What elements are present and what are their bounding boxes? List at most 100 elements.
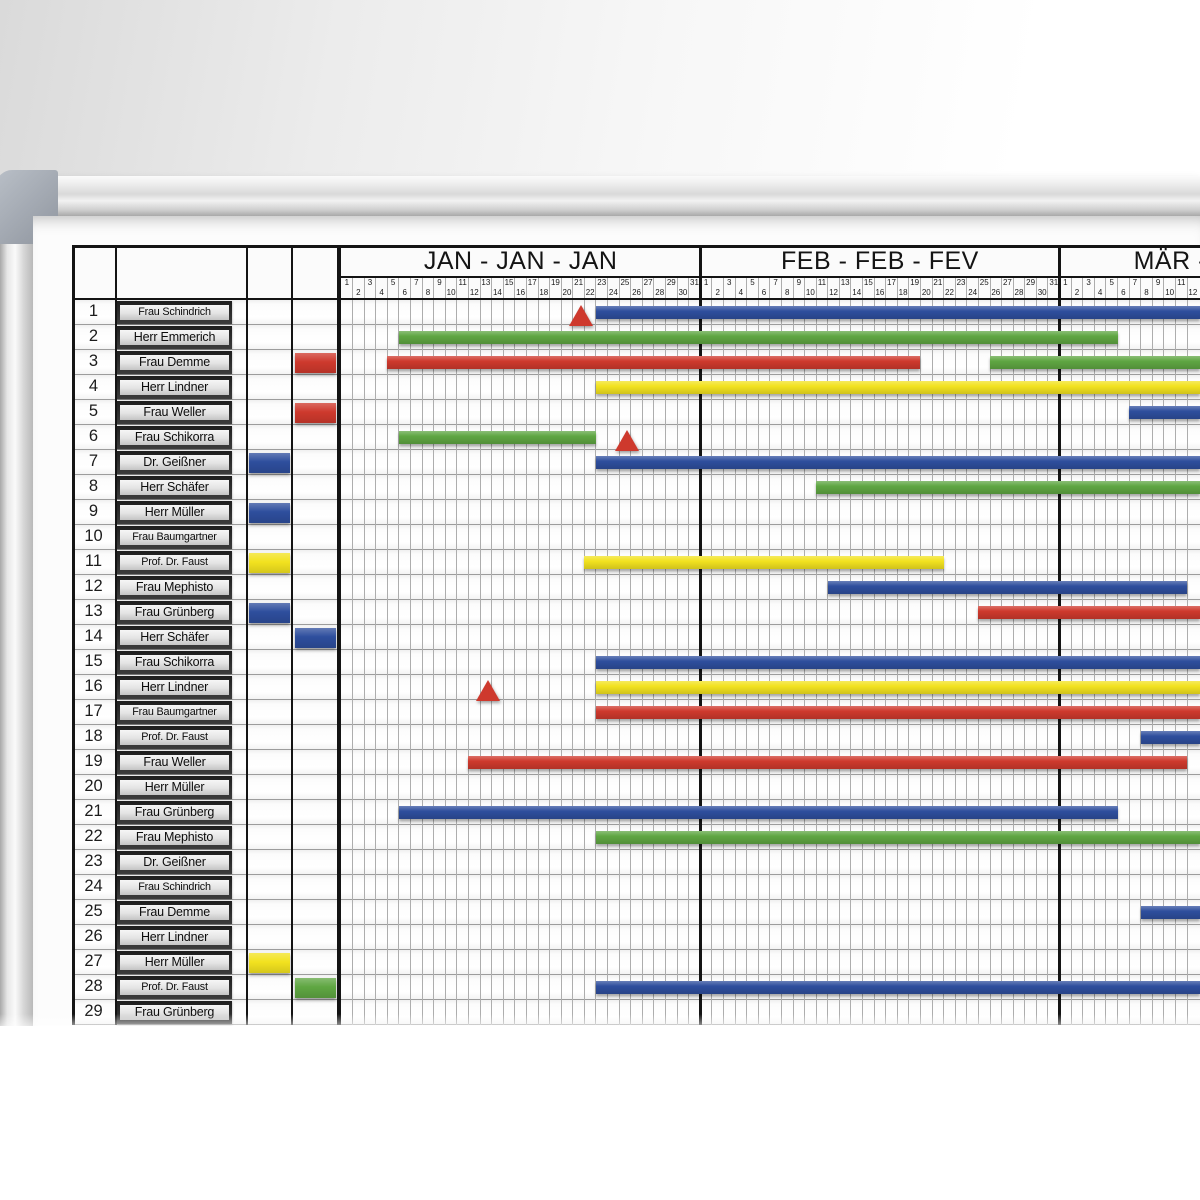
name-plate-label: Dr. Geißner	[120, 455, 229, 470]
day-grid-line	[896, 276, 898, 1025]
gantt-bar-green	[816, 481, 1200, 494]
name-plate: Herr Schäfer	[117, 625, 232, 649]
name-plate-label: Dr. Geißner	[120, 855, 229, 870]
day-grid-line	[467, 276, 469, 1025]
day-grid-line	[352, 276, 354, 1025]
day-number: 1	[703, 278, 709, 287]
name-plate-label: Herr Emmerich	[120, 330, 229, 345]
row-number: 10	[84, 527, 103, 545]
day-grid-line	[1035, 276, 1037, 1025]
gantt-bar-blue	[595, 456, 1200, 469]
day-number: 23	[956, 278, 966, 287]
day-number: 12	[1188, 288, 1198, 297]
name-plate-label: Frau Baumgartner	[120, 530, 229, 545]
gantt-bar-green	[990, 356, 1200, 369]
day-grid-line	[398, 276, 400, 1025]
name-plate-label: Frau Mephisto	[120, 830, 229, 845]
table-rule-vertical	[291, 245, 293, 1025]
day-grid-line	[1163, 276, 1165, 1025]
day-grid-line	[1140, 276, 1142, 1025]
day-grid-line	[363, 276, 365, 1025]
gantt-bar-yellow	[595, 381, 1200, 394]
day-number: 20	[921, 288, 931, 297]
row-number: 24	[84, 877, 103, 895]
day-grid-line	[1082, 276, 1084, 1025]
day-number: 29	[666, 278, 676, 287]
day-grid-line	[1093, 276, 1095, 1025]
day-grid-line	[665, 276, 667, 1025]
day-number: 6	[402, 288, 407, 297]
day-number: 14	[492, 288, 502, 297]
day-grid-line	[386, 276, 388, 1025]
day-grid-line	[746, 276, 748, 1025]
day-grid-line	[1151, 276, 1153, 1025]
name-plate-label: Frau Demme	[120, 355, 229, 370]
day-grid-line	[688, 276, 690, 1025]
day-number: 18	[539, 288, 549, 297]
day-number: 24	[968, 288, 978, 297]
marker-triangle-red	[475, 680, 500, 701]
frame-left-rail	[0, 176, 33, 1026]
day-number: 4	[738, 288, 744, 297]
day-number: 7	[414, 278, 419, 287]
day-number: 28	[1014, 288, 1024, 297]
day-grid-line	[931, 276, 933, 1025]
day-number: 26	[991, 288, 1001, 297]
name-plate: Herr Lindner	[117, 675, 232, 699]
day-grid-line	[537, 276, 539, 1025]
day-grid-line	[375, 276, 377, 1025]
table-row: 9 Herr Müller	[72, 500, 1200, 525]
name-plate: Herr Schäfer	[117, 475, 232, 499]
day-number: 6	[1121, 288, 1126, 297]
day-grid-line	[838, 276, 840, 1025]
table-row: 24 Frau Schindrich	[72, 875, 1200, 900]
table-rule-under-months	[337, 276, 1200, 278]
day-number: 20	[562, 288, 572, 297]
day-number: 10	[805, 288, 815, 297]
month-band	[72, 245, 1200, 300]
day-grid-line	[1117, 276, 1119, 1025]
day-grid-line	[804, 276, 806, 1025]
day-grid-line	[1012, 276, 1014, 1025]
day-grid-line	[873, 276, 875, 1025]
name-plate: Dr. Geißner	[117, 850, 232, 874]
gantt-bar-green	[398, 431, 596, 444]
day-number: 29	[1026, 278, 1036, 287]
day-number: 11	[817, 278, 827, 287]
day-number: 3	[727, 278, 732, 287]
name-plate: Prof. Dr. Faust	[117, 550, 232, 574]
row-number: 8	[88, 477, 99, 495]
day-grid-line	[1128, 276, 1130, 1025]
day-grid-line	[525, 276, 527, 1025]
status-chip-yellow	[249, 952, 290, 973]
day-grid-line	[502, 276, 504, 1025]
name-plate: Frau Grünberg	[117, 600, 232, 624]
row-number: 26	[84, 927, 103, 945]
day-number: 1	[344, 278, 350, 287]
gantt-bar-blue	[1140, 906, 1200, 919]
row-number: 27	[84, 952, 103, 970]
day-grid-line	[792, 276, 794, 1025]
day-grid-line	[479, 276, 481, 1025]
gantt-bar-blue	[827, 581, 1188, 594]
day-number: 16	[516, 288, 526, 297]
day-number: 11	[458, 278, 467, 287]
row-number: 3	[88, 352, 99, 370]
table-row: 25 Frau Demme	[72, 900, 1200, 925]
row-number: 17	[84, 702, 103, 720]
photo-crop-white	[0, 1026, 1200, 1200]
day-number: 31	[690, 278, 699, 287]
name-plate: Herr Emmerich	[117, 325, 232, 349]
name-plate-label: Herr Lindner	[120, 930, 229, 945]
day-number: 30	[1037, 288, 1047, 297]
day-number: 8	[784, 288, 790, 297]
day-number: 25	[979, 278, 989, 287]
name-plate-label: Herr Müller	[120, 505, 229, 520]
day-number: 16	[875, 288, 885, 297]
row-number: 28	[84, 977, 103, 995]
day-number: 5	[1109, 278, 1114, 287]
table-row: 5 Frau Weller	[72, 400, 1200, 425]
day-number: 10	[446, 288, 456, 297]
day-grid-line	[850, 276, 852, 1025]
day-grid-line	[653, 276, 655, 1025]
